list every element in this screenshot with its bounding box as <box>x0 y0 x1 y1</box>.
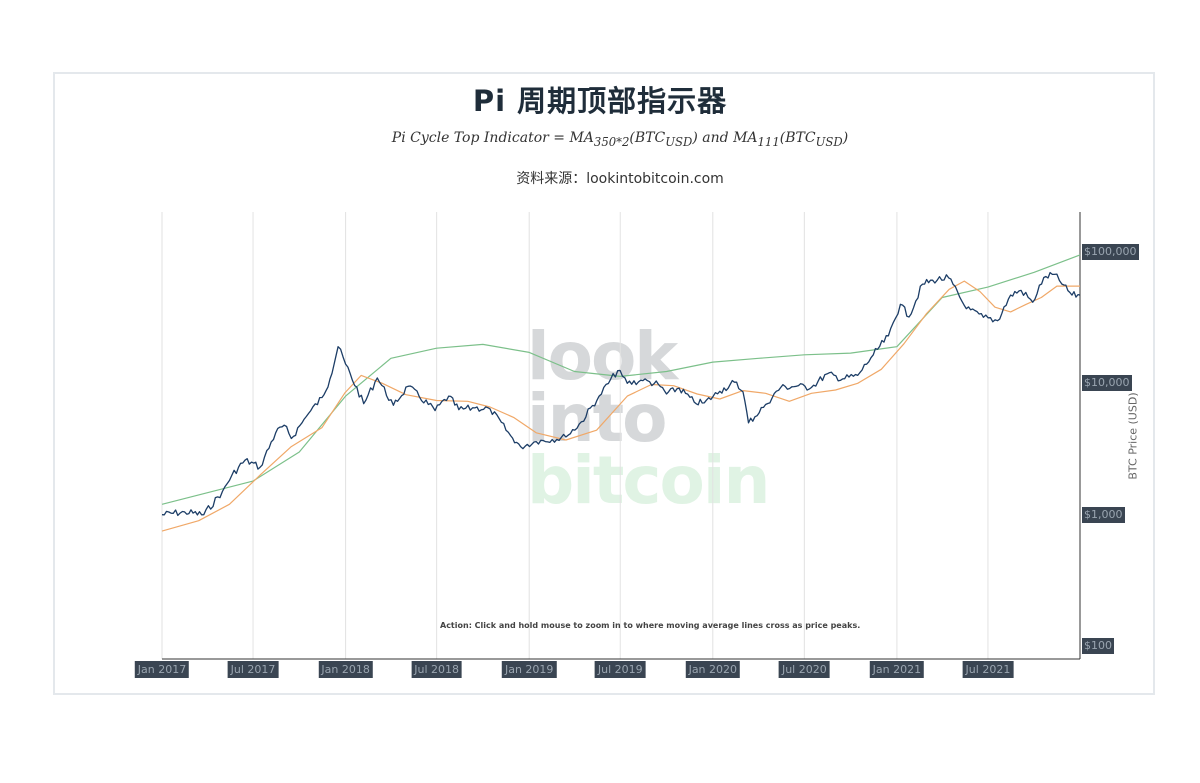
x-tick-label: Jul 2020 <box>778 661 830 678</box>
action-note: Action: Click and hold mouse to zoom in … <box>440 621 861 630</box>
y-axis-title: BTC Price (USD) <box>1126 392 1140 480</box>
x-tick-label: Jul 2018 <box>411 661 463 678</box>
x-tick-label: Jan 2018 <box>318 661 373 678</box>
chart-source: 资料来源：lookintobitcoin.com <box>516 171 724 187</box>
chart-formula: Pi Cycle Top Indicator = MA350*2(BTCUSD)… <box>391 130 849 149</box>
series-line-ma111[interactable] <box>161 280 1080 532</box>
y-tick-label: $10,000 <box>1082 375 1132 392</box>
x-tick-label: Jan 2017 <box>134 661 190 678</box>
x-tick-label: Jan 2020 <box>685 661 741 678</box>
x-tick-label: Jul 2021 <box>962 661 1014 678</box>
x-tick-label: Jan 2021 <box>869 661 925 678</box>
x-tick-label: Jul 2019 <box>594 661 646 678</box>
series-line-price[interactable] <box>161 271 1081 517</box>
vertical-grid <box>161 212 989 659</box>
chart-title: Pi 周期顶部指示器 <box>472 84 728 118</box>
y-tick-label: $1,000 <box>1082 506 1125 523</box>
chart-frame <box>53 72 1155 695</box>
series-line-ma350x2[interactable] <box>161 254 1081 505</box>
x-tick-label: Jan 2019 <box>501 661 557 678</box>
y-tick-label: $100 <box>1082 638 1114 654</box>
y-tick-label: $100,000 <box>1082 244 1139 260</box>
x-tick-label: Jul 2017 <box>227 661 279 678</box>
series-layer <box>161 254 1081 532</box>
